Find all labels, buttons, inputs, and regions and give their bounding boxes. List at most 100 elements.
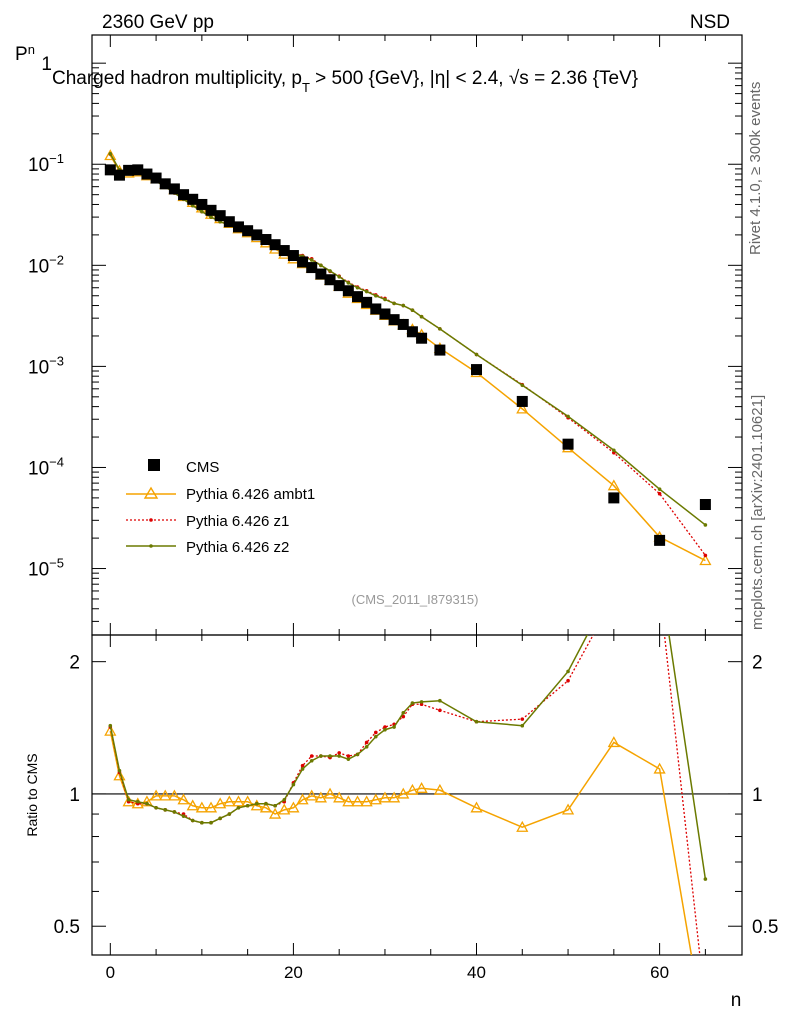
- ratio-point-z1: [337, 751, 341, 755]
- ratio-point-z2: [209, 820, 213, 825]
- ratio-point-ambt1: [323, 787, 337, 799]
- ratio-point-ambt1: [149, 789, 163, 801]
- main-point-ambt1: [699, 554, 712, 566]
- ratio-point-z1: [612, 596, 616, 600]
- ratio-point-ambt1: [268, 807, 282, 819]
- cms-data-point: [406, 326, 418, 338]
- ratio-point-z2: [282, 797, 287, 802]
- main-point-z2: [419, 314, 424, 319]
- ratio-point-z1: [704, 1004, 708, 1008]
- ratio-point-z2: [374, 734, 378, 739]
- ratio-point-ambt1: [214, 797, 227, 809]
- cms-data-point: [178, 189, 190, 201]
- ratio-point-z2: [227, 812, 232, 816]
- main-point-z2: [657, 487, 662, 491]
- cms-data-point: [416, 332, 428, 344]
- main-point-z1: [703, 553, 708, 558]
- ratio-point-z2: [135, 799, 140, 804]
- ratio-point-z2: [117, 768, 122, 773]
- ratio-point-z2: [337, 754, 341, 758]
- ratio-point-z2: [438, 698, 442, 703]
- y-tick-label-main: 10−2: [28, 252, 64, 277]
- legend: CMS Pythia 6.426 ambt1 Pythia 6.426 z1 P…: [126, 459, 315, 556]
- ratio-point-z2: [520, 723, 525, 728]
- ratio-point-ambt1: [296, 793, 309, 805]
- ratio-point-z1: [566, 678, 570, 683]
- ratio-point-z2: [300, 767, 305, 771]
- main-point-z2: [374, 293, 378, 298]
- ratio-point-z2: [273, 803, 277, 808]
- ratio-point-z1: [658, 589, 662, 593]
- ratio-point-z1: [401, 714, 406, 719]
- ratio-point-z2: [355, 752, 360, 757]
- cms-data-point: [434, 344, 446, 356]
- ratio-point-ambt1: [397, 787, 410, 799]
- ratio-point-z2: [346, 757, 351, 761]
- cms-data-point: [123, 164, 135, 176]
- x-tick-label: 20: [284, 963, 303, 982]
- legend-z1-label: Pythia 6.426 z1: [186, 513, 289, 530]
- ratio-point-z2: [658, 570, 662, 574]
- ratio-point-z2: [419, 700, 424, 704]
- legend-z1-marker: [149, 518, 153, 522]
- cms-data-point: [196, 198, 208, 210]
- cms-data-point: [471, 364, 483, 376]
- cms-data-point: [287, 250, 299, 262]
- ratio-point-ambt1: [113, 769, 126, 781]
- y-tick-label-main: 10−5: [28, 556, 64, 581]
- ratio-point-ambt1: [406, 783, 419, 795]
- ratio-point-z1: [520, 717, 525, 721]
- cms-data-point: [260, 234, 272, 246]
- cms-data-point: [361, 296, 373, 308]
- ratio-line-z1: [109, 635, 701, 955]
- ratio-point-ambt1: [140, 795, 154, 807]
- main-point-z1: [657, 491, 662, 496]
- ratio-point-z2: [401, 710, 406, 715]
- cms-data-point: [205, 204, 217, 216]
- ratio-point-ambt1: [287, 801, 300, 813]
- y-tick-label-ratio-left: 1: [69, 785, 80, 806]
- main-point-z2: [355, 285, 360, 290]
- header-left: 2360 GeV pp: [102, 12, 214, 33]
- ratio-point-ambt1: [259, 801, 273, 813]
- cms-data-point: [388, 314, 400, 326]
- y-tick-label-ratio-left: 0.5: [54, 917, 80, 938]
- y-axis-label-main-sub: n: [28, 42, 35, 57]
- ratio-point-ambt1: [278, 803, 291, 815]
- ratio-point-ambt1: [122, 795, 135, 807]
- main-point-z2: [703, 523, 708, 527]
- cms-data-point: [297, 256, 309, 268]
- ratio-point-z1: [438, 708, 442, 713]
- mc-curves: [92, 149, 742, 1008]
- ratio-point-ambt1: [433, 783, 446, 795]
- y-tick-label-main-base: 10: [28, 357, 49, 378]
- ratio-point-z2: [291, 782, 296, 787]
- plot-title-rest: > 500 {GeV}, |η| < 2.4, √s = 2.36 {TeV}: [310, 68, 638, 89]
- ratio-point-ambt1: [177, 793, 190, 805]
- ratio-point-z2: [264, 801, 268, 806]
- ratio-point-z2: [364, 745, 369, 749]
- main-point-z2: [337, 274, 341, 279]
- cms-data-point: [214, 210, 226, 222]
- main-point-z2: [438, 327, 442, 331]
- ratio-point-z2: [218, 816, 222, 821]
- ratio-point-ambt1: [104, 724, 117, 736]
- ratio-point-z1: [364, 740, 369, 745]
- ratio-point-z2: [383, 727, 387, 732]
- ratio-point-z2: [126, 797, 131, 802]
- cms-data-point: [242, 225, 254, 237]
- cms-data-point: [269, 239, 281, 251]
- legend-ambt1-marker: [143, 486, 159, 499]
- legend-ambt1-label: Pythia 6.426 ambt1: [186, 486, 315, 503]
- ratio-point-z2: [392, 725, 396, 729]
- ratio-point-z1: [374, 730, 378, 735]
- main-point-ambt1: [607, 479, 620, 491]
- ratio-point-z2: [319, 754, 323, 758]
- ratio-point-z2: [245, 803, 250, 808]
- y-tick-label-ratio-right: 2: [752, 653, 763, 674]
- ratio-point-ambt1: [351, 795, 364, 807]
- ratio-point-ambt1: [653, 762, 666, 774]
- y-tick-label-main-base: 10: [28, 560, 49, 581]
- x-tick-label: 0: [106, 963, 115, 982]
